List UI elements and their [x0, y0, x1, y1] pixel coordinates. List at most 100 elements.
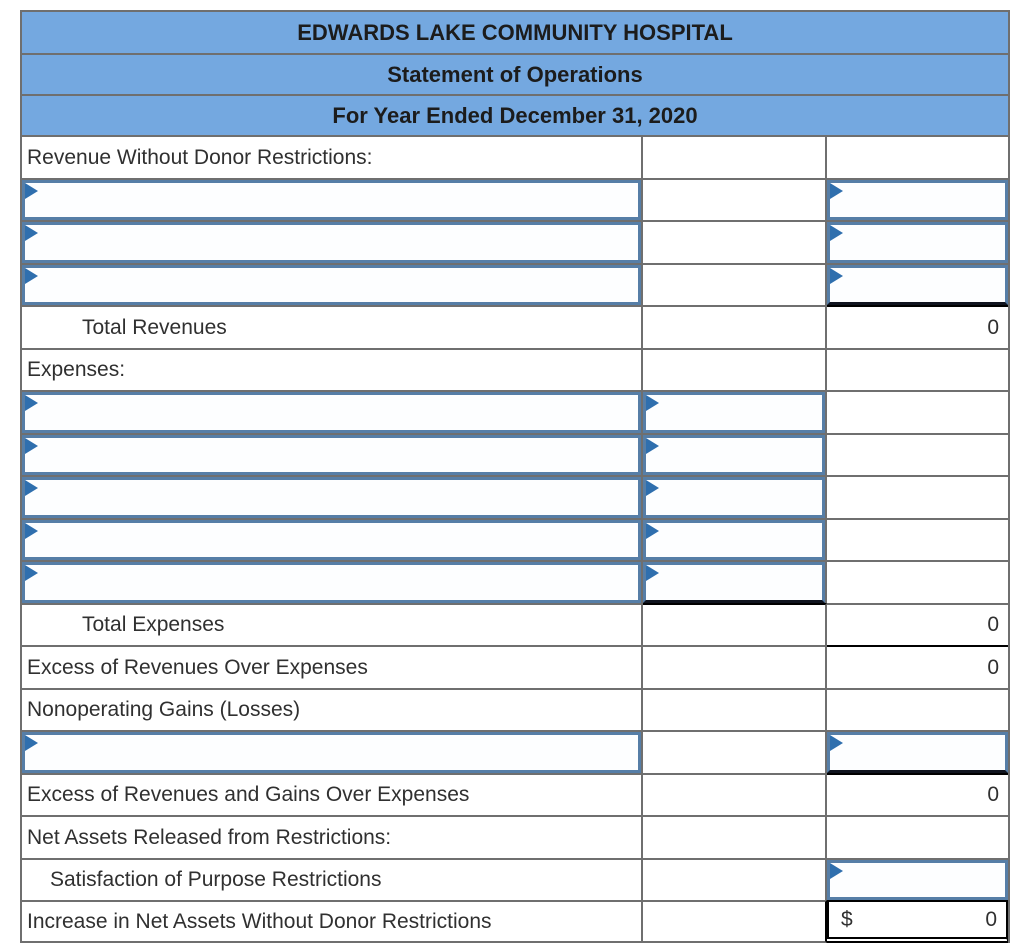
revenue-amount-cell-3 [827, 262, 1008, 305]
expense-account-input-5[interactable] [22, 562, 641, 603]
label-revenue-section: Revenue Without Donor Restrictions: [22, 135, 643, 178]
value-total-expenses: 0 [827, 602, 1008, 645]
revenue-account-input-1[interactable] [22, 179, 641, 220]
label-increase-net-assets: Increase in Net Assets Without Donor Res… [22, 900, 643, 943]
empty-cell [643, 305, 827, 348]
empty-cell [643, 687, 827, 730]
empty-cell [643, 347, 827, 390]
expense-amount-input-4[interactable] [643, 519, 825, 560]
label-nonoperating-gains: Nonoperating Gains (Losses) [22, 687, 643, 730]
empty-cell [643, 602, 827, 645]
revenue-account-cell-1 [22, 177, 643, 220]
grand-total-cell: $ 0 [827, 900, 1008, 943]
empty-cell [643, 900, 827, 943]
empty-cell [827, 560, 1008, 603]
empty-cell [827, 517, 1008, 560]
dropdown-marker-icon [25, 437, 38, 454]
expense-amount-cell-3 [643, 475, 827, 518]
revenue-amount-cell-1 [827, 177, 1008, 220]
revenue-amount-input-3[interactable] [827, 264, 1008, 305]
label-net-assets-released: Net Assets Released from Restrictions: [22, 815, 643, 858]
revenue-account-input-2[interactable] [22, 222, 641, 263]
statement-company-title: EDWARDS LAKE COMMUNITY HOSPITAL [22, 12, 1008, 53]
statement-name: Statement of Operations [22, 53, 1008, 94]
dropdown-marker-icon [25, 565, 38, 581]
value-total-revenues: 0 [827, 305, 1008, 348]
dropdown-marker-icon [830, 862, 843, 879]
expense-account-input-4[interactable] [22, 519, 641, 560]
dropdown-marker-icon [830, 267, 843, 284]
nonoperating-account-cell [22, 730, 643, 773]
label-excess-revenues-gains: Excess of Revenues and Gains Over Expens… [22, 772, 643, 815]
dropdown-marker-icon [25, 735, 38, 751]
nonoperating-amount-input[interactable] [827, 732, 1008, 773]
empty-cell [643, 815, 827, 858]
dropdown-marker-icon [646, 480, 659, 496]
dropdown-marker-icon [646, 522, 659, 539]
revenue-account-input-3[interactable] [22, 264, 641, 305]
expense-account-cell-5 [22, 560, 643, 603]
revenue-amount-input-2[interactable] [827, 222, 1008, 263]
expense-amount-input-1[interactable] [643, 392, 825, 433]
dropdown-marker-icon [646, 565, 659, 581]
empty-cell [643, 177, 827, 220]
dropdown-marker-icon [25, 267, 38, 284]
dropdown-marker-icon [830, 225, 843, 241]
empty-cell [643, 135, 827, 178]
label-expenses-section: Expenses: [22, 347, 643, 390]
expense-account-input-3[interactable] [22, 477, 641, 518]
revenue-account-cell-3 [22, 262, 643, 305]
expense-account-cell-2 [22, 432, 643, 475]
revenue-amount-cell-2 [827, 220, 1008, 263]
satisfaction-amount-input[interactable] [827, 859, 1008, 900]
currency-symbol: $ [841, 907, 853, 931]
nonoperating-account-input[interactable] [22, 732, 641, 773]
empty-cell [643, 220, 827, 263]
expense-amount-cell-4 [643, 517, 827, 560]
empty-cell [643, 645, 827, 688]
empty-cell [827, 347, 1008, 390]
expense-account-cell-3 [22, 475, 643, 518]
dropdown-marker-icon [25, 225, 38, 241]
revenue-account-cell-2 [22, 220, 643, 263]
expense-account-input-2[interactable] [22, 434, 641, 475]
expense-account-cell-4 [22, 517, 643, 560]
empty-cell [827, 390, 1008, 433]
revenue-amount-input-1[interactable] [827, 179, 1008, 220]
empty-cell [827, 432, 1008, 475]
dropdown-marker-icon [830, 182, 843, 199]
empty-cell [827, 687, 1008, 730]
expense-amount-cell-5 [643, 560, 827, 603]
satisfaction-amount-cell [827, 857, 1008, 900]
label-satisfaction-purpose: Satisfaction of Purpose Restrictions [22, 857, 643, 900]
expense-amount-input-2[interactable] [643, 434, 825, 475]
label-total-revenues: Total Revenues [22, 305, 643, 348]
expense-amount-cell-1 [643, 390, 827, 433]
empty-cell [643, 857, 827, 900]
dropdown-marker-icon [25, 395, 38, 411]
value-excess-revenues-over-expenses: 0 [827, 645, 1008, 688]
empty-cell [643, 772, 827, 815]
empty-cell [827, 135, 1008, 178]
statement-of-operations-table: EDWARDS LAKE COMMUNITY HOSPITAL Statemen… [20, 10, 1010, 943]
expense-amount-input-3[interactable] [643, 477, 825, 518]
dropdown-marker-icon [830, 735, 843, 751]
empty-cell [827, 475, 1008, 518]
statement-period: For Year Ended December 31, 2020 [22, 94, 1008, 135]
value-excess-revenues-gains: 0 [827, 772, 1008, 815]
label-total-expenses: Total Expenses [22, 602, 643, 645]
dropdown-marker-icon [646, 395, 659, 411]
expense-account-cell-1 [22, 390, 643, 433]
empty-cell [827, 815, 1008, 858]
empty-cell [643, 262, 827, 305]
value-increase-net-assets: 0 [985, 907, 997, 931]
expense-amount-input-5[interactable] [643, 562, 825, 603]
label-excess-revenues-over-expenses: Excess of Revenues Over Expenses [22, 645, 643, 688]
expense-account-input-1[interactable] [22, 392, 641, 433]
dropdown-marker-icon [646, 437, 659, 454]
dropdown-marker-icon [25, 522, 38, 539]
expense-amount-cell-2 [643, 432, 827, 475]
dropdown-marker-icon [25, 182, 38, 199]
nonoperating-amount-cell [827, 730, 1008, 773]
empty-cell [643, 730, 827, 773]
